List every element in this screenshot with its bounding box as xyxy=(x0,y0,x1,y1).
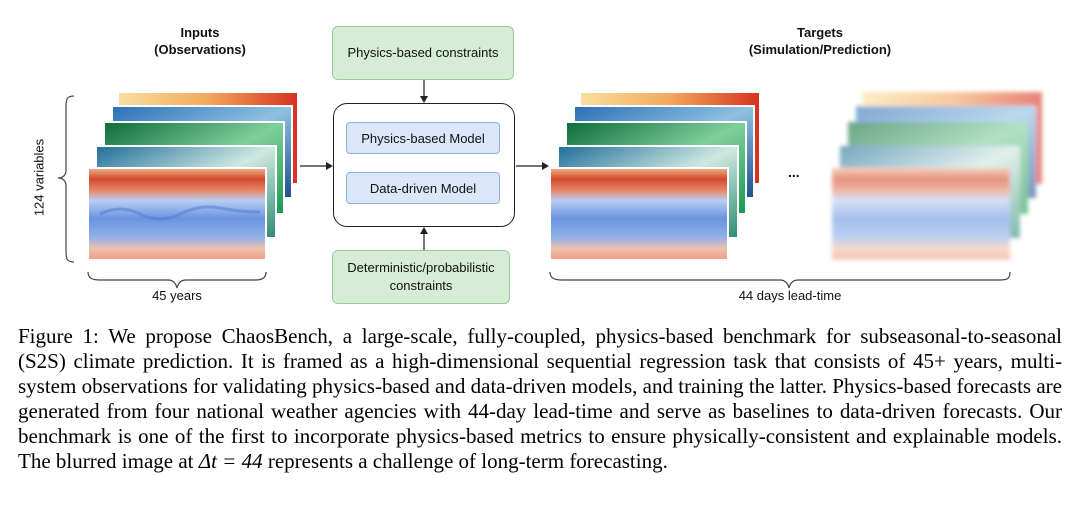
target-map-stack-blurred xyxy=(832,92,1042,260)
data-driven-model-box: Data-driven Model xyxy=(346,172,500,204)
inputs-title: Inputs (Observations) xyxy=(154,25,246,57)
input-map-stack xyxy=(87,91,299,261)
diagram-canvas xyxy=(57,80,1042,289)
blurred-map-front xyxy=(832,168,1010,260)
caption-math: Δt = 44 xyxy=(198,449,263,473)
target-map-front xyxy=(549,167,729,261)
variables-label: 124 variables xyxy=(31,138,47,217)
target-map-stack-first xyxy=(549,91,761,261)
targets-ellipsis: ... xyxy=(788,164,800,180)
caption-text-after: represents a challenge of long-term fore… xyxy=(262,449,668,473)
lead-time-label: 44 days lead-time xyxy=(738,288,842,303)
physics-model-box: Physics-based Model xyxy=(346,122,500,154)
physics-constraints-box: Physics-based constraints xyxy=(332,26,514,80)
figure-caption: Figure 1: We propose ChaosBench, a large… xyxy=(18,324,1062,474)
lead-time-brace xyxy=(549,271,1011,289)
probabilistic-constraints-box: Deterministic/probabilistic constraints xyxy=(332,250,510,304)
years-label: 45 years xyxy=(152,288,202,303)
variables-brace xyxy=(57,95,75,263)
years-brace xyxy=(87,271,267,289)
caption-text-before: Figure 1: We propose ChaosBench, a large… xyxy=(18,324,1062,473)
targets-title: Targets (Simulation/Prediction) xyxy=(748,25,892,57)
